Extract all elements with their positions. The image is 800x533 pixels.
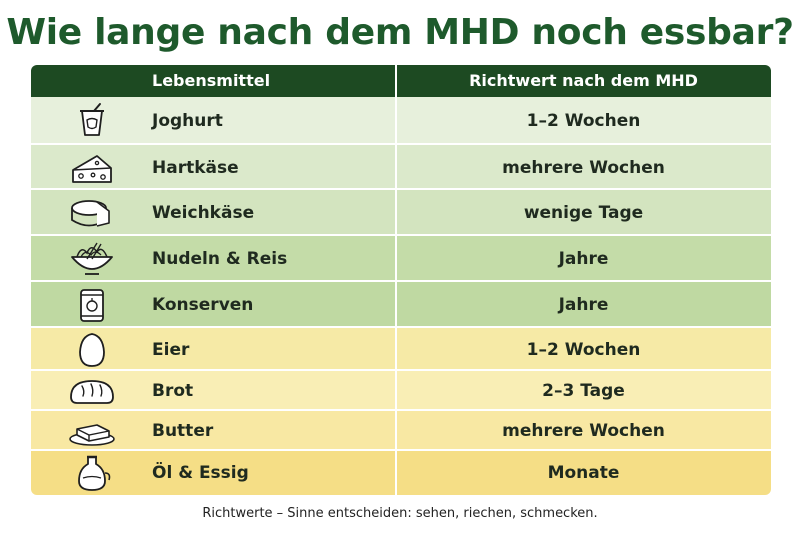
table-row: Hartkäse mehrere Wochen (31, 145, 771, 190)
table-row: Öl & Essig Monate (31, 451, 771, 495)
guideline-value: 1–2 Wochen (526, 339, 641, 360)
row-divider (31, 449, 771, 451)
bread-icon (67, 371, 117, 411)
food-name: Joghurt (152, 111, 223, 131)
row-divider (31, 326, 771, 328)
table-row: Konserven Jahre (31, 282, 771, 328)
row-divider (31, 369, 771, 371)
guideline-value: Monate (547, 463, 620, 483)
noodle-bowl-icon (67, 239, 117, 279)
column-header-food: Lebensmittel (152, 71, 271, 90)
guideline-value: 2–3 Tage (542, 381, 625, 401)
food-name: Weichkäse (152, 203, 255, 223)
food-name: Konserven (152, 295, 254, 315)
table-row: Weichkäse wenige Tage (31, 190, 771, 236)
guideline-value: Jahre (558, 295, 609, 315)
guideline-value: wenige Tage (523, 203, 644, 223)
cheese-wheel-icon (67, 193, 117, 233)
column-divider (395, 190, 397, 236)
egg-icon (67, 330, 117, 370)
food-name: Hartkäse (152, 157, 239, 178)
food-name: Öl & Essig (152, 463, 249, 483)
food-name: Nudeln & Reis (152, 249, 288, 269)
shelf-life-table: Lebensmittel Richtwert nach dem MHD Jogh… (31, 65, 771, 495)
column-divider (395, 451, 397, 495)
food-name: Eier (152, 339, 190, 360)
row-divider (31, 188, 771, 190)
oil-bottle-icon (67, 453, 117, 493)
column-divider (395, 145, 397, 190)
food-name: Brot (152, 381, 194, 401)
guideline-value: 1–2 Wochen (526, 111, 641, 131)
row-divider (31, 409, 771, 411)
table-row: Butter mehrere Wochen (31, 411, 771, 451)
tin-can-icon (67, 285, 117, 325)
guideline-value: mehrere Wochen (502, 157, 665, 178)
column-divider (395, 282, 397, 328)
butter-icon (67, 411, 117, 451)
column-divider (395, 328, 397, 371)
yogurt-cup-icon (67, 101, 117, 141)
column-divider (395, 371, 397, 411)
footnote: Richtwerte – Sinne entscheiden: sehen, r… (202, 506, 598, 521)
column-divider (395, 236, 397, 282)
row-divider (31, 280, 771, 282)
page-title: Wie lange nach dem MHD noch essbar? (6, 12, 794, 53)
row-divider (31, 143, 771, 145)
column-divider (395, 411, 397, 451)
column-divider (395, 97, 397, 145)
guideline-value: mehrere Wochen (502, 421, 665, 441)
food-name: Butter (152, 421, 214, 441)
table-row: Eier 1–2 Wochen (31, 328, 771, 371)
column-header-guideline: Richtwert nach dem MHD (469, 71, 698, 90)
row-divider (31, 234, 771, 236)
cheese-wedge-icon (67, 148, 117, 188)
table-header: Lebensmittel Richtwert nach dem MHD (31, 65, 771, 97)
guideline-value: Jahre (558, 249, 609, 269)
header-divider (395, 65, 397, 97)
table-row: Brot 2–3 Tage (31, 371, 771, 411)
table-row: Nudeln & Reis Jahre (31, 236, 771, 282)
table-row: Joghurt 1–2 Wochen (31, 97, 771, 145)
